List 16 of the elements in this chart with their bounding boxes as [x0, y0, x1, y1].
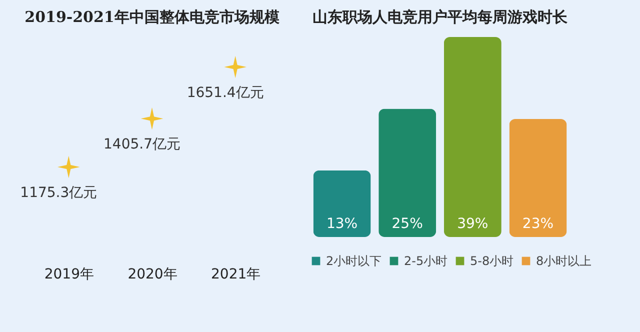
chart-title: 山东职场人电竞用户平均每周游戏时长: [312, 8, 568, 26]
data-label: 13%: [326, 216, 358, 232]
data-label: 1175.3亿元: [20, 185, 98, 201]
data-label: 1405.7亿元: [104, 136, 180, 153]
data-label: 1651.4亿元: [186, 85, 264, 101]
data-label: 23%: [522, 216, 554, 232]
x-tick-label: 2019年: [44, 266, 94, 282]
legend-label: 5-8小时: [470, 254, 514, 268]
data-label: 25%: [392, 216, 423, 232]
x-tick-label: 2020年: [128, 266, 178, 282]
legend-label: 2小时以下: [326, 254, 382, 268]
legend-label: 8小时以上: [536, 254, 592, 268]
data-label: 39%: [457, 216, 488, 232]
x-tick-label: 2021年: [211, 266, 261, 282]
chart-title: 2019-2021年中国整体电竞市场规模: [24, 8, 280, 26]
legend-label: 2-5小时: [404, 254, 448, 268]
